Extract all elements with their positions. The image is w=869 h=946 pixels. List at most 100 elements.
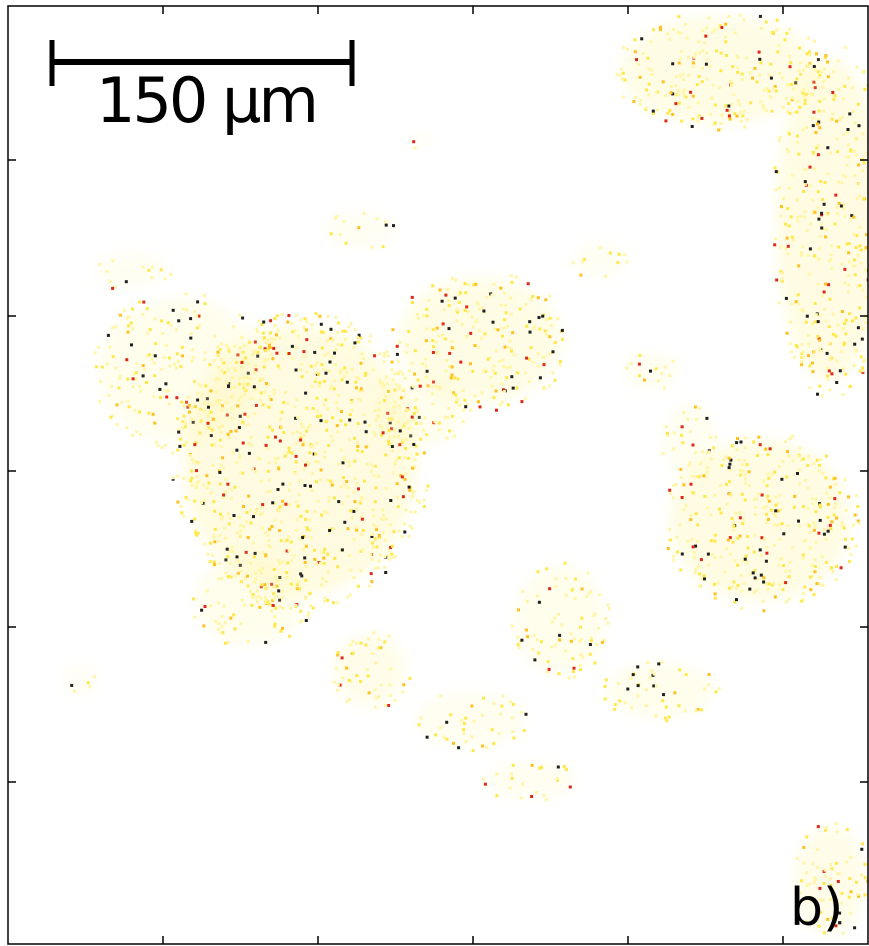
intensity-speckle <box>169 272 173 276</box>
intensity-speckle <box>554 577 558 581</box>
intensity-speckle <box>538 376 542 380</box>
intensity-speckle <box>269 545 273 549</box>
intensity-speckle <box>841 523 845 527</box>
intensity-speckle <box>761 574 765 578</box>
intensity-speckle <box>811 152 815 156</box>
intensity-speckle <box>780 76 784 80</box>
intensity-speckle <box>500 704 504 708</box>
intensity-glow <box>515 566 605 674</box>
intensity-speckle <box>752 550 756 554</box>
intensity-speckle <box>660 660 664 664</box>
intensity-speckle <box>159 268 163 272</box>
intensity-speckle <box>212 500 216 504</box>
intensity-speckle <box>529 346 533 350</box>
intensity-speckle <box>400 535 404 539</box>
intensity-speckle <box>301 443 305 447</box>
intensity-speckle <box>325 352 329 356</box>
intensity-speckle <box>263 390 267 394</box>
intensity-speckle <box>851 319 854 323</box>
intensity-speckle <box>226 432 230 436</box>
intensity-speckle <box>752 440 756 444</box>
intensity-speckle <box>379 553 382 557</box>
intensity-speckle <box>277 509 281 513</box>
intensity-speckle <box>762 580 766 584</box>
intensity-speckle <box>812 110 816 114</box>
intensity-speckle <box>768 95 772 99</box>
intensity-speckle <box>551 350 555 354</box>
intensity-speckle <box>383 538 387 542</box>
intensity-speckle <box>855 494 858 498</box>
intensity-speckle <box>356 444 360 448</box>
intensity-speckle <box>281 499 285 503</box>
intensity-speckle <box>540 765 544 769</box>
intensity-speckle <box>689 90 693 94</box>
intensity-speckle <box>294 368 298 372</box>
intensity-speckle <box>802 355 805 359</box>
intensity-speckle <box>407 330 411 333</box>
intensity-speckle <box>309 536 313 540</box>
intensity-speckle <box>253 555 256 559</box>
intensity-speckle <box>693 571 697 575</box>
intensity-speckle <box>349 643 353 647</box>
intensity-speckle <box>209 541 212 545</box>
intensity-speckle <box>640 37 644 41</box>
intensity-speckle <box>727 15 731 19</box>
intensity-speckle <box>309 604 313 608</box>
intensity-speckle <box>715 49 718 53</box>
intensity-speckle <box>395 482 399 486</box>
intensity-speckle <box>798 105 802 109</box>
intensity-speckle <box>314 312 318 316</box>
intensity-speckle <box>373 354 377 358</box>
intensity-speckle <box>221 424 225 428</box>
intensity-speckle <box>191 405 194 409</box>
intensity-speckle <box>177 319 181 323</box>
intensity-speckle <box>295 430 299 433</box>
intensity-speckle <box>816 206 820 210</box>
intensity-speckle <box>835 516 839 520</box>
intensity-speckle <box>732 528 736 532</box>
intensity-speckle <box>820 555 824 559</box>
intensity-speckle <box>860 847 864 851</box>
intensity-speckle <box>268 527 272 531</box>
intensity-speckle <box>691 545 695 549</box>
intensity-speckle <box>110 414 114 418</box>
intensity-speckle <box>682 508 686 512</box>
intensity-speckle <box>846 130 850 134</box>
intensity-speckle <box>447 327 451 331</box>
intensity-speckle <box>281 504 284 508</box>
intensity-speckle <box>366 674 370 678</box>
intensity-speckle <box>843 84 847 88</box>
intensity-speckle <box>697 565 701 569</box>
intensity-speckle <box>340 343 344 347</box>
intensity-speckle <box>731 65 735 69</box>
intensity-speckle <box>595 642 599 646</box>
intensity-speckle <box>791 96 795 100</box>
intensity-speckle <box>506 345 510 349</box>
intensity-speckle <box>554 585 558 588</box>
intensity-speckle <box>820 294 824 298</box>
intensity-speckle <box>694 52 698 56</box>
intensity-speckle <box>207 481 211 485</box>
intensity-speckle <box>829 863 832 867</box>
intensity-speckle <box>443 337 447 341</box>
intensity-speckle <box>725 483 728 486</box>
intensity-speckle <box>766 494 770 498</box>
intensity-speckle <box>846 545 849 549</box>
intensity-speckle <box>847 155 851 159</box>
intensity-speckle <box>720 113 724 117</box>
intensity-speckle <box>261 403 265 407</box>
intensity-speckle <box>313 363 317 367</box>
intensity-speckle <box>254 512 257 516</box>
intensity-speckle <box>786 524 790 528</box>
intensity-speckle <box>126 377 130 381</box>
intensity-speckle <box>352 509 356 513</box>
intensity-speckle <box>539 640 543 644</box>
intensity-speckle <box>697 115 701 119</box>
intensity-speckle <box>227 385 230 388</box>
intensity-speckle <box>842 367 845 371</box>
intensity-speckle <box>814 510 818 514</box>
intensity-speckle <box>799 253 803 257</box>
intensity-speckle <box>176 360 180 363</box>
intensity-speckle <box>837 180 841 184</box>
intensity-speckle <box>323 353 327 357</box>
